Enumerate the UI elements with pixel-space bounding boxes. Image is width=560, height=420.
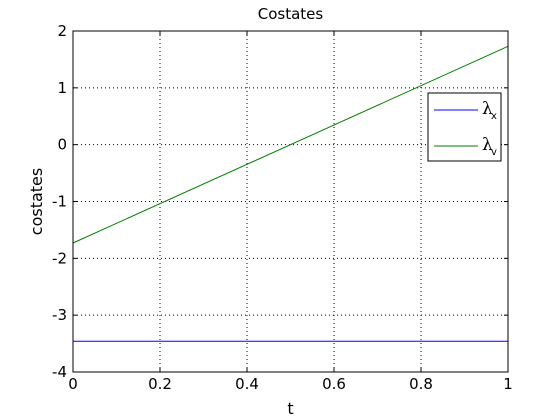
- y-tick-label: -4: [52, 363, 67, 381]
- series-lines: [72, 45, 509, 342]
- grid-lines: [73, 31, 508, 372]
- x-axis-label: t: [287, 399, 293, 418]
- x-tick-label: 0.4: [235, 375, 259, 393]
- legend-label-2: λ: [482, 135, 493, 155]
- y-tick-label: -3: [52, 306, 67, 324]
- x-tick-label: 0.2: [148, 375, 172, 393]
- legend-label-1: λ: [482, 99, 493, 119]
- x-tick-label: 0.6: [322, 375, 346, 393]
- y-tick-label: -2: [52, 249, 67, 267]
- axis-ticks: 0 0.2 0.4 0.6 0.8 1 2 1 0 -1 -2 -3 -4: [52, 22, 513, 393]
- x-tick-label: 0: [68, 375, 78, 393]
- chart-title: Costates: [258, 5, 324, 23]
- series-line-2: [72, 45, 509, 244]
- y-tick-label: 1: [57, 79, 67, 97]
- legend-subscript-1: x: [491, 111, 497, 122]
- legend-subscript-2: v: [491, 147, 497, 158]
- x-tick-label: 0.8: [409, 375, 433, 393]
- y-tick-label: 2: [57, 22, 67, 40]
- y-axis-label: costates: [27, 168, 46, 235]
- legend-box: [427, 92, 502, 162]
- x-tick-label: 1: [503, 375, 513, 393]
- plot-area: [73, 31, 508, 372]
- y-tick-label: -1: [52, 193, 67, 211]
- y-tick-label: 0: [57, 136, 67, 154]
